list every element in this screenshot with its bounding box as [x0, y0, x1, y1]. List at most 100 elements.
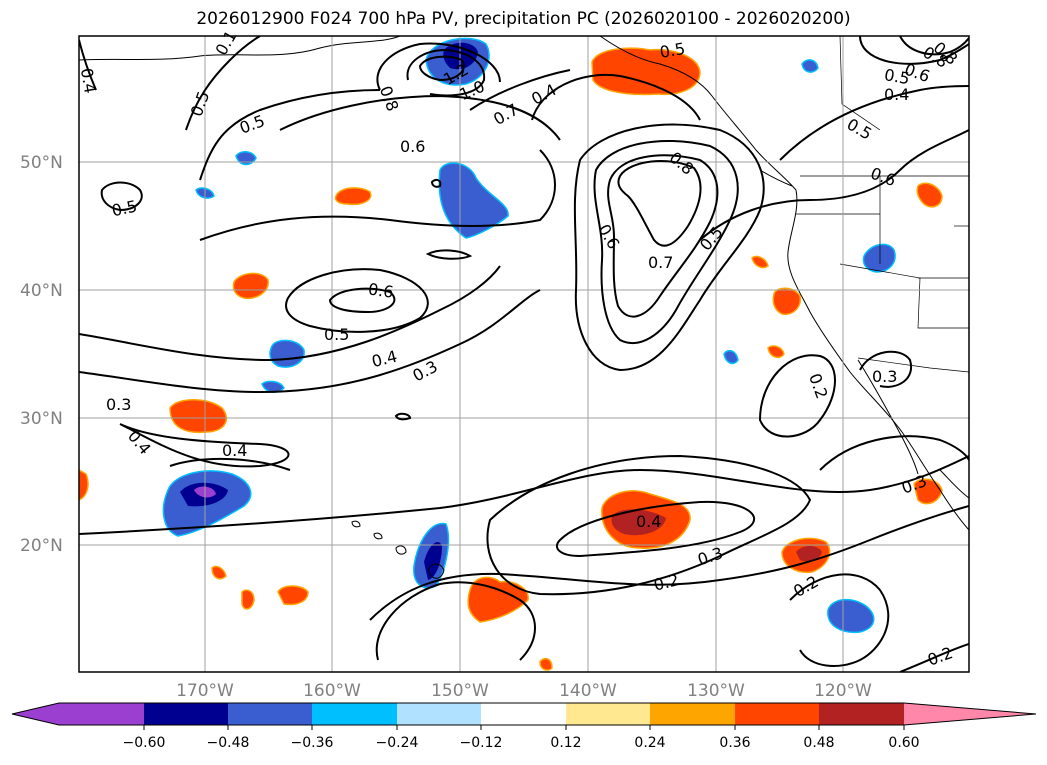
- graticule: [79, 36, 969, 672]
- pv-contour-trough-07: [607, 154, 719, 318]
- pv-contour-trough-06: [593, 140, 739, 345]
- precip-blob-48n: [438, 162, 509, 239]
- contour-label-5: 0.5: [110, 196, 139, 220]
- pv-contour-ne-05: [859, 36, 969, 65]
- contour-label-31: 0.4: [636, 512, 661, 531]
- precip-blob-coast: [772, 287, 801, 316]
- pv-contour-alaska-12: [418, 55, 465, 82]
- colorbar-segment-4: [312, 703, 397, 725]
- contour-label-25: 0.5: [883, 65, 911, 88]
- contour-label-7: 0.5: [324, 325, 349, 344]
- contour-label-12: 0.4: [222, 441, 247, 460]
- precip-blob-mid-left: [334, 187, 372, 206]
- precip-warm-blobs: [79, 47, 943, 671]
- precip-blob-california: [862, 243, 896, 273]
- colorbar-tick-label-7: 0.24: [634, 735, 665, 751]
- colorbar-tick-label-3: −0.36: [291, 735, 334, 751]
- lon-label-160w: 160°W: [303, 681, 361, 701]
- map-layers: [79, 36, 969, 672]
- coastline-baja: [857, 359, 919, 475]
- colorbar-tick-label-4: −0.24: [376, 735, 419, 751]
- colorbar-outline: [11, 702, 1037, 726]
- contour-label-18: 0.5: [658, 39, 686, 62]
- colorbar-tick-label-8: 0.36: [719, 735, 750, 751]
- precip-cool-blobs: [162, 37, 896, 634]
- pv-contour-small-ring-2: [394, 412, 412, 421]
- political-borders: [796, 36, 969, 373]
- precip-blob-20n-core: [611, 509, 666, 536]
- precip-blob-small-8: [261, 380, 285, 393]
- pv-contour-ring-03b: [486, 454, 812, 596]
- colorbar-tick-label-1: −0.60: [123, 735, 166, 751]
- border-alaska-canada: [839, 36, 881, 131]
- lat-label-20n: 20°N: [20, 536, 63, 556]
- pv-contour-top-07: [469, 69, 571, 111]
- colorbar-segment-2: [144, 703, 228, 725]
- contour-label-1: 0.4: [77, 67, 100, 95]
- island-maui: [395, 545, 407, 555]
- coastlines: [79, 36, 969, 531]
- precip-blob-small-9: [801, 59, 819, 73]
- pv-contour-coast-03b: [859, 350, 913, 388]
- pv-contour-small-ring: [430, 178, 442, 188]
- border-state-california: [839, 263, 969, 329]
- colorbar-segment-7: [566, 703, 650, 725]
- pv-contour-28n-04: [119, 423, 290, 468]
- pv-contour-right-02: [899, 643, 969, 672]
- colorbar-segment-9: [735, 703, 819, 725]
- colorbar-tick-label-6: 0.12: [550, 735, 581, 751]
- pv-contour-52n-05: [199, 89, 381, 181]
- colorbar-ticks: [143, 725, 905, 730]
- lon-label-140w: 140°W: [559, 681, 617, 701]
- pv-contour-low-lat-02: [79, 455, 969, 535]
- pv-contour-trough-08: [617, 160, 702, 247]
- lon-label-170w: 170°W: [176, 681, 234, 701]
- contour-label-21: 0.7: [648, 253, 673, 272]
- colorbar-segment-8: [650, 703, 735, 725]
- lon-label-130w: 130°W: [687, 681, 745, 701]
- colorbar-segment-6: [481, 703, 566, 725]
- coastline-vancouver: [759, 169, 793, 187]
- pv-contour-hawaii-04: [169, 457, 291, 471]
- pv-contour-mid-small: [100, 181, 143, 212]
- pv-contour-east-02: [789, 573, 890, 667]
- hawaiian-islands: [351, 520, 445, 579]
- longitude-labels: 170°W 160°W 150°W 140°W 130°W 120°W: [176, 681, 872, 701]
- pv-contour-alaska-08: [376, 42, 501, 91]
- precip-blob-small-2: [241, 589, 255, 610]
- pv-contours: [79, 36, 969, 672]
- pv-contour-ne-06: [899, 36, 969, 56]
- pv-contour-40n-05: [285, 268, 429, 333]
- precip-blob-small-5: [751, 255, 769, 269]
- coastline-southeast-alaska: [599, 36, 797, 191]
- colorbar-segment-3: [228, 703, 312, 725]
- contour-label-26: 0.4: [884, 85, 909, 104]
- lat-label-30n: 30°N: [20, 409, 63, 429]
- lat-label-50n: 50°N: [20, 153, 63, 173]
- colorbar-segment-1: [59, 703, 144, 725]
- island-kauai: [351, 520, 361, 528]
- pv-contour-south-02: [369, 505, 969, 621]
- colorbar: −0.60 −0.48 −0.36 −0.24 −0.12 0.12 0.24 …: [11, 702, 1037, 751]
- precip-blob-small-1: [277, 585, 309, 606]
- contour-label-4: 0.6: [400, 137, 425, 156]
- colorbar-tick-label-5: −0.12: [460, 735, 503, 751]
- precip-blob-30n: [169, 399, 227, 434]
- coastline-north-america: [787, 189, 969, 531]
- pv-contour-top-left-04: [79, 39, 97, 91]
- precip-blob-alaska: [591, 47, 701, 96]
- contour-label-6: 0.6: [367, 279, 395, 301]
- contour-label-10: 0.3: [106, 395, 131, 414]
- border-us-mexico: [857, 357, 969, 373]
- colorbar-segment-5: [397, 703, 481, 725]
- pv-contour-coast-03: [758, 354, 836, 438]
- colorbar-tick-label-2: −0.48: [207, 735, 250, 751]
- precip-blob-small-4: [767, 345, 785, 359]
- pv-contour-east-05: [699, 129, 969, 241]
- lon-label-150w: 150°W: [431, 681, 489, 701]
- map-title: 2026012900 F024 700 hPa PV, precipitatio…: [196, 9, 851, 29]
- precip-blob-mexico: [913, 478, 943, 505]
- precip-blob-rockies: [916, 182, 943, 208]
- colorbar-extend-low: [12, 703, 59, 725]
